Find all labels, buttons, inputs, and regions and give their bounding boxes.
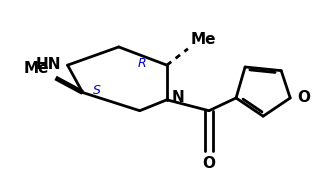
Text: O: O — [298, 90, 311, 105]
Text: N: N — [172, 90, 184, 105]
Text: R: R — [137, 57, 146, 70]
Text: Me: Me — [24, 61, 49, 76]
Text: HN: HN — [36, 57, 62, 72]
Text: S: S — [93, 84, 101, 97]
Text: Me: Me — [191, 32, 216, 47]
Text: O: O — [203, 156, 215, 171]
